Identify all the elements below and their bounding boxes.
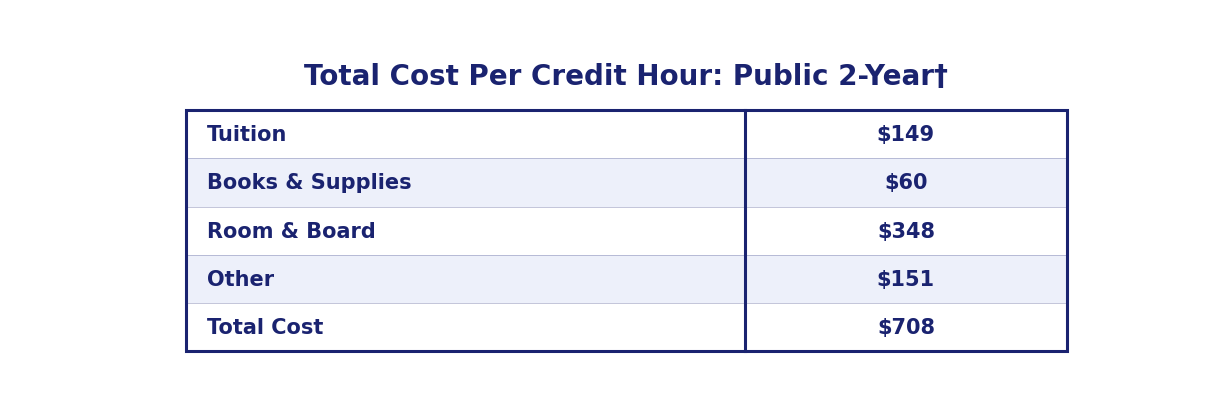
Bar (186, 159, 1067, 207)
Text: Books & Supplies: Books & Supplies (207, 173, 412, 193)
Text: $151: $151 (877, 269, 935, 289)
Bar (186, 255, 1067, 303)
Text: Other: Other (207, 269, 274, 289)
Text: Room & Board: Room & Board (207, 221, 375, 241)
Bar (186, 111, 1067, 351)
Bar (186, 111, 1067, 159)
Text: Tuition: Tuition (207, 125, 287, 145)
Text: $60: $60 (885, 173, 927, 193)
Text: $348: $348 (877, 221, 935, 241)
Text: $149: $149 (877, 125, 935, 145)
Bar (186, 207, 1067, 255)
Text: Total Cost Per Credit Hour: Public 2-Year†: Total Cost Per Credit Hour: Public 2-Yea… (304, 63, 948, 91)
Text: Total Cost: Total Cost (207, 317, 323, 337)
Text: $708: $708 (877, 317, 935, 337)
Bar (186, 303, 1067, 351)
